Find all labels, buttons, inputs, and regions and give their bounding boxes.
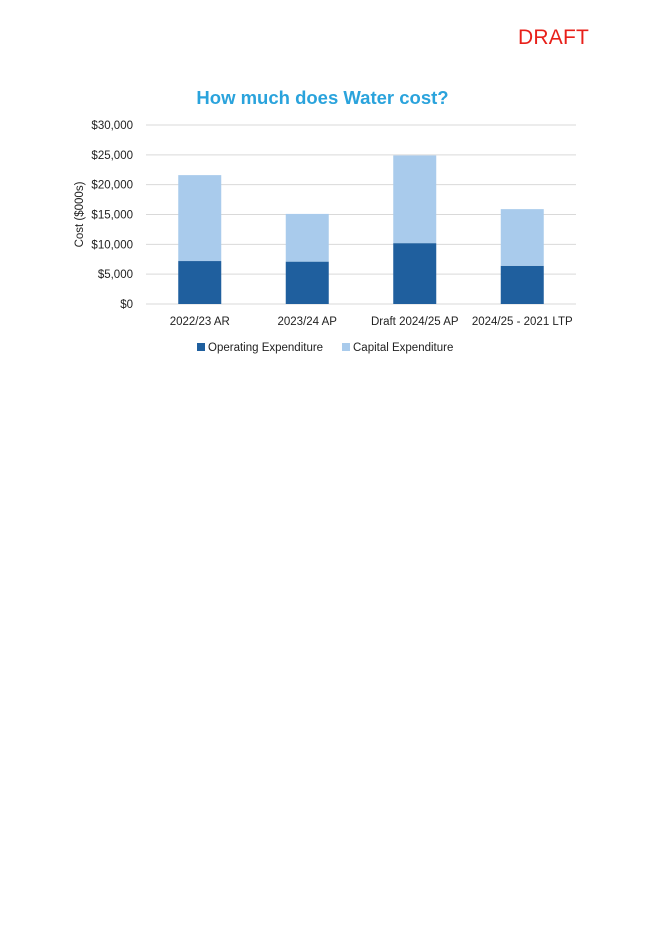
chart-title: How much does Water cost?: [196, 87, 449, 108]
x-tick-label: 2023/24 AP: [278, 316, 338, 328]
bar-capital-expenditure: [285, 213, 329, 262]
y-tick-label: $5,000: [98, 269, 133, 281]
draft-watermark: DRAFT: [518, 26, 589, 49]
y-tick-label: $30,000: [91, 120, 133, 132]
y-axis-title: Cost ($000s): [74, 181, 86, 247]
bar-capital-expenditure: [500, 209, 544, 266]
y-tick-label: $0: [120, 299, 133, 311]
x-tick-label: 2022/23 AR: [170, 316, 230, 328]
bar-operating-expenditure: [500, 265, 544, 304]
legend-label-capital: Capital Expenditure: [353, 342, 453, 354]
x-tick-label: 2024/25 - 2021 LTP: [472, 316, 573, 328]
y-axis-ticks: $0 $5,000 $10,000 $15,000 $20,000 $25,000 $30,…: [91, 120, 133, 311]
y-tick-label: $15,000: [91, 210, 133, 222]
y-tick-label: $20,000: [91, 180, 133, 192]
legend-swatch-capital: [342, 343, 350, 351]
bar-operating-expenditure: [285, 261, 329, 304]
y-tick-label: $10,000: [91, 239, 133, 251]
bar-operating-expenditure: [178, 261, 222, 304]
bar-capital-expenditure: [178, 175, 222, 262]
legend-label-operating: Operating Expenditure: [208, 342, 323, 354]
legend-swatch-operating: [197, 343, 205, 351]
bars: [178, 155, 544, 304]
x-tick-label: Draft 2024/25 AP: [371, 316, 459, 328]
bar-capital-expenditure: [393, 155, 437, 244]
bar-operating-expenditure: [393, 243, 437, 304]
y-tick-label: $25,000: [91, 150, 133, 162]
legend: Operating Expenditure Capital Expenditure: [197, 342, 453, 354]
x-axis-ticks: 2022/23 AR 2023/24 AP Draft 2024/25 AP 2024…: [170, 316, 573, 328]
